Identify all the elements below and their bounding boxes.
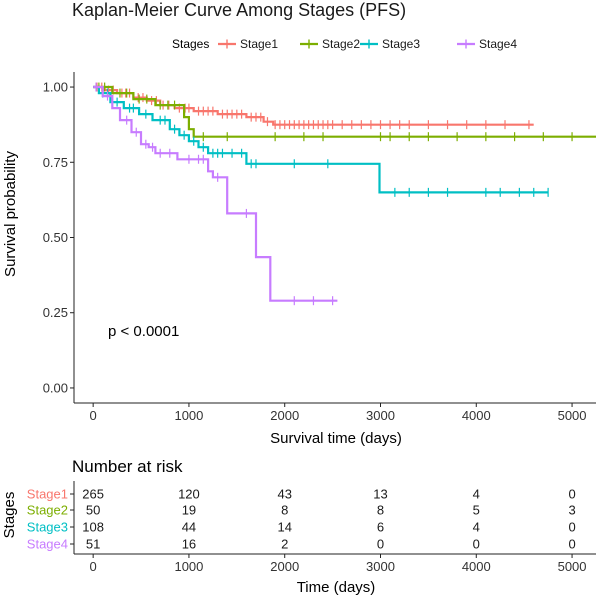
km-curve-stage2: [93, 85, 596, 138]
risk-cell: 50: [86, 503, 100, 518]
km-curve-stage3: [93, 85, 549, 194]
legend-label-stage4: Stage4: [479, 37, 517, 51]
risk-x-tick-label: 0: [90, 559, 97, 574]
risk-cell: 0: [377, 537, 384, 552]
risk-row-label-stage3: Stage3: [27, 520, 68, 535]
risk-cell: 19: [182, 503, 196, 518]
x-tick-label: 0: [90, 408, 97, 423]
km-curve-stage4: [93, 85, 338, 302]
risk-cell: 43: [277, 487, 291, 502]
y-tick-label: 0.25: [43, 305, 68, 320]
y-tick-label: 0.75: [43, 155, 68, 170]
risk-grid: Stage1 265 120 43 13 4 0 Stage2 50 19 8 8 5 3 Stage3 10…: [27, 481, 596, 574]
risk-row-label-stage4: Stage4: [27, 537, 68, 552]
risk-cell: 8: [281, 503, 288, 518]
x-tick-label: 1000: [174, 408, 203, 423]
risk-cell: 14: [277, 520, 291, 535]
x-tick-label: 2000: [270, 408, 299, 423]
risk-cell: 265: [82, 487, 104, 502]
risk-cell: 0: [568, 487, 575, 502]
x-tick-label: 5000: [558, 408, 587, 423]
p-value-annotation: p < 0.0001: [108, 323, 179, 340]
risk-cell: 16: [182, 537, 196, 552]
risk-cell: 120: [178, 487, 200, 502]
legend-label-stage2: Stage2: [322, 37, 360, 51]
x-tick-label: 3000: [366, 408, 395, 423]
risk-cell: 0: [473, 537, 480, 552]
risk-x-tick-label: 4000: [462, 559, 491, 574]
risk-cell: 44: [182, 520, 196, 535]
risk-x-tick-label: 1000: [174, 559, 203, 574]
legend-items: Stage1 Stage2 Stage3 Stage4: [218, 37, 517, 51]
risk-cell: 2: [281, 537, 288, 552]
legend-label-stage1: Stage1: [240, 37, 278, 51]
risk-cell: 5: [473, 503, 480, 518]
y-axis-label: Survival probability: [2, 151, 19, 277]
risk-x-tick-label: 3000: [366, 559, 395, 574]
risk-cell: 0: [568, 520, 575, 535]
risk-cell: 13: [373, 487, 387, 502]
chart-title: Kaplan-Meier Curve Among Stages (PFS): [72, 0, 406, 20]
risk-table-x-label: Time (days): [297, 579, 376, 596]
risk-x-tick-label: 2000: [270, 559, 299, 574]
risk-cell: 8: [377, 503, 384, 518]
risk-row-label-stage2: Stage2: [27, 503, 68, 518]
legend-title: Stages: [172, 37, 209, 51]
km-curves: [93, 82, 596, 306]
legend: Stages Stage1 Stage2 Stage3 Stage4: [172, 37, 517, 51]
risk-cell: 108: [82, 520, 104, 535]
x-axis-label: Survival time (days): [270, 430, 402, 447]
risk-cell: 4: [473, 520, 480, 535]
risk-x-tick-label: 5000: [558, 559, 587, 574]
y-tick-label: 1.00: [43, 80, 68, 95]
km-plot: 0.00 0.25 0.50 0.75 1.00 0 1000 2000 3000 4000 500…: [2, 72, 596, 447]
km-axes: 0.00 0.25 0.50 0.75 1.00 0 1000 2000 3000 4000 500…: [43, 72, 596, 423]
y-tick-label: 0.00: [43, 380, 68, 395]
risk-cell: 51: [86, 537, 100, 552]
x-tick-label: 4000: [462, 408, 491, 423]
risk-cell: 0: [568, 537, 575, 552]
y-tick-label: 0.50: [43, 230, 68, 245]
risk-row-label-stage1: Stage1: [27, 487, 68, 502]
risk-cell: 4: [473, 487, 480, 502]
risk-cell: 3: [568, 503, 575, 518]
legend-label-stage3: Stage3: [382, 37, 420, 51]
risk-table-title: Number at risk: [72, 457, 183, 476]
risk-table-y-label: Stages: [1, 492, 18, 539]
risk-cell: 6: [377, 520, 384, 535]
